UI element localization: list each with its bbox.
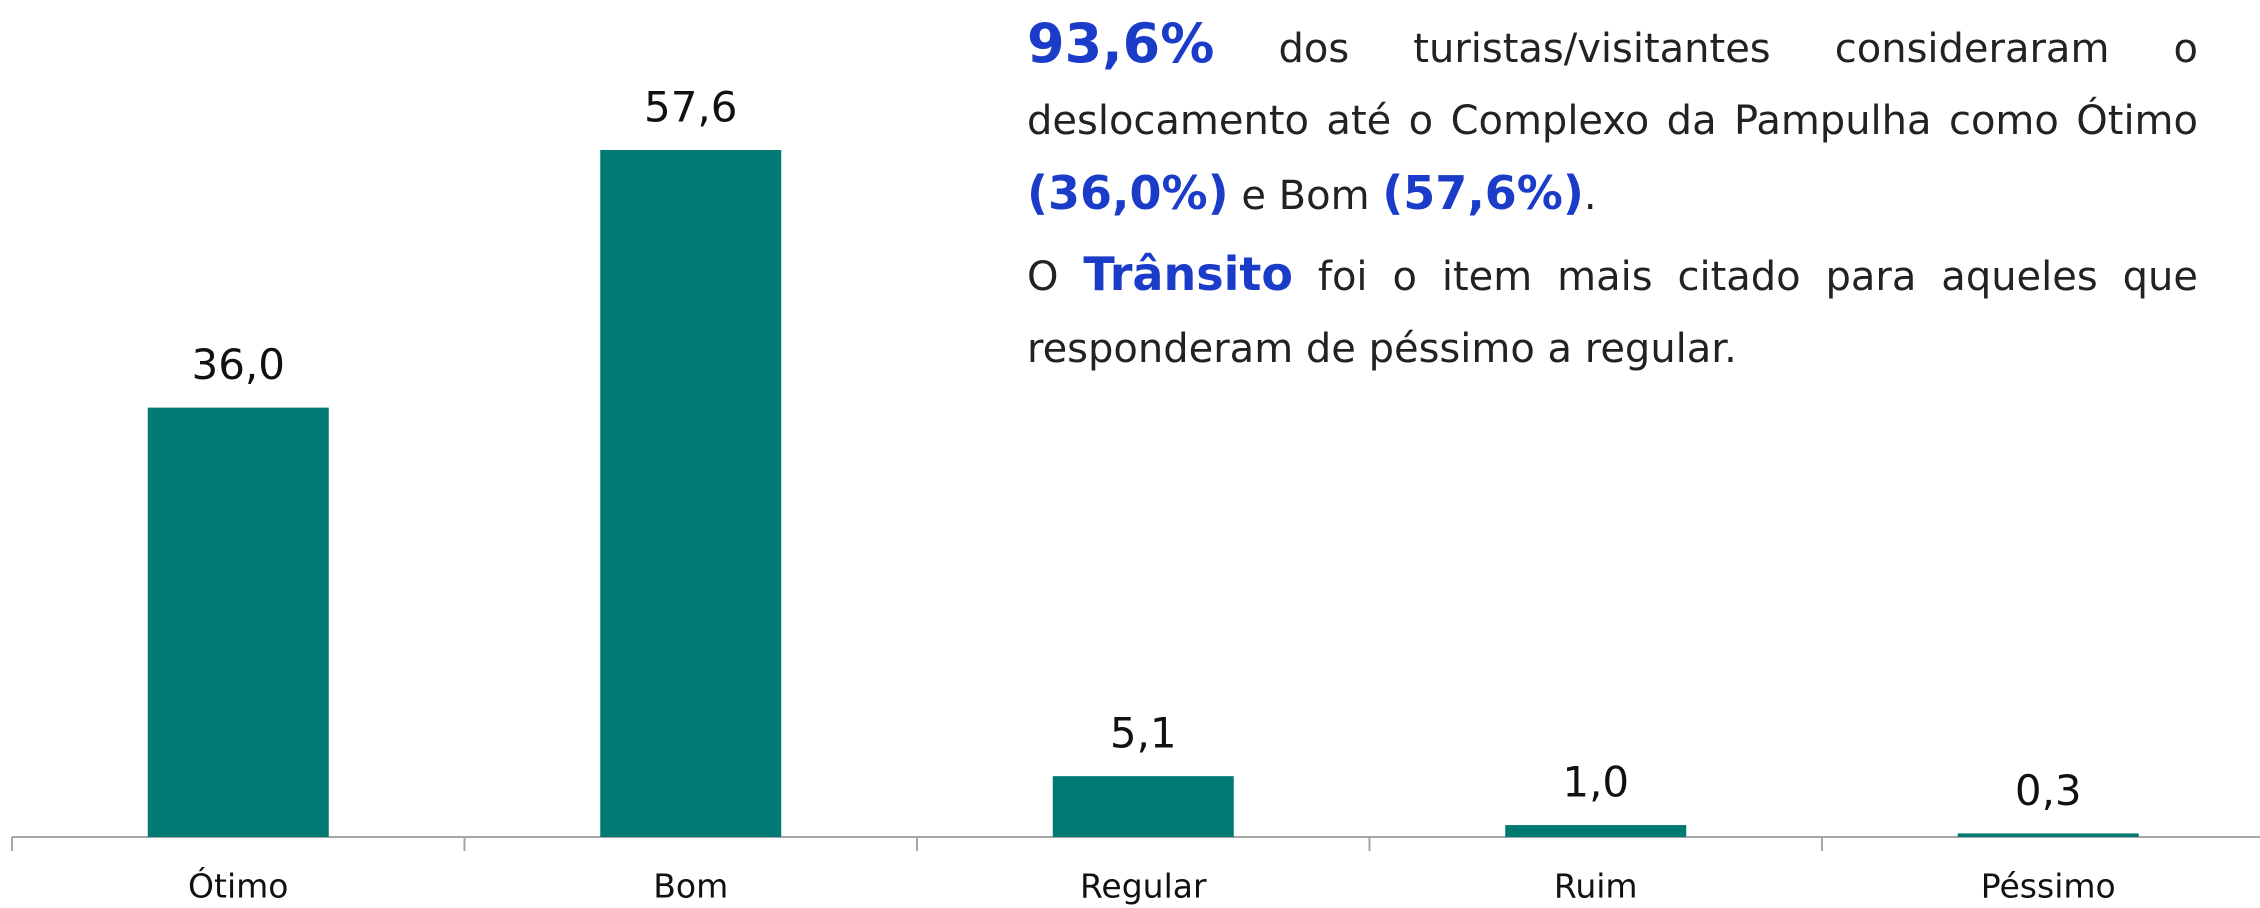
bar (1052, 776, 1234, 837)
annotation-paragraph: 93,6% dos turistas/visitantes considerar… (1027, 8, 2198, 232)
x-tick-label: Péssimo (1981, 867, 2116, 906)
bar (147, 407, 329, 837)
x-tick-label: Bom (653, 867, 728, 906)
bar (600, 150, 782, 837)
value-label: 0,3 (2015, 766, 2082, 815)
value-label: 1,0 (1562, 758, 1629, 807)
text: e Bom (1228, 173, 1383, 219)
text: O (1027, 254, 1084, 300)
annotation: 93,6% dos turistas/visitantes considerar… (1027, 8, 2198, 391)
x-tick-label: Ótimo (188, 866, 288, 906)
highlight: Trânsito (1083, 247, 1293, 301)
value-label: 36,0 (191, 340, 285, 389)
value-label: 5,1 (1110, 709, 1177, 758)
highlight: 93,6% (1027, 12, 1215, 75)
x-tick-label: Ruim (1554, 867, 1638, 906)
text: dos turistas/visitantes consideraram o d… (1027, 26, 2198, 144)
x-tick-label: Regular (1080, 867, 1207, 906)
bar (1957, 833, 2139, 837)
annotation-paragraph: O Trânsito foi o item mais citado para a… (1027, 238, 2198, 385)
text: . (1583, 173, 1597, 219)
highlight: (57,6%) (1382, 166, 1584, 220)
text: foi o item mais citado para aqueles que … (1027, 254, 2198, 372)
highlight: (36,0%) (1027, 166, 1229, 220)
value-label: 57,6 (644, 83, 738, 132)
bar (1505, 825, 1687, 837)
